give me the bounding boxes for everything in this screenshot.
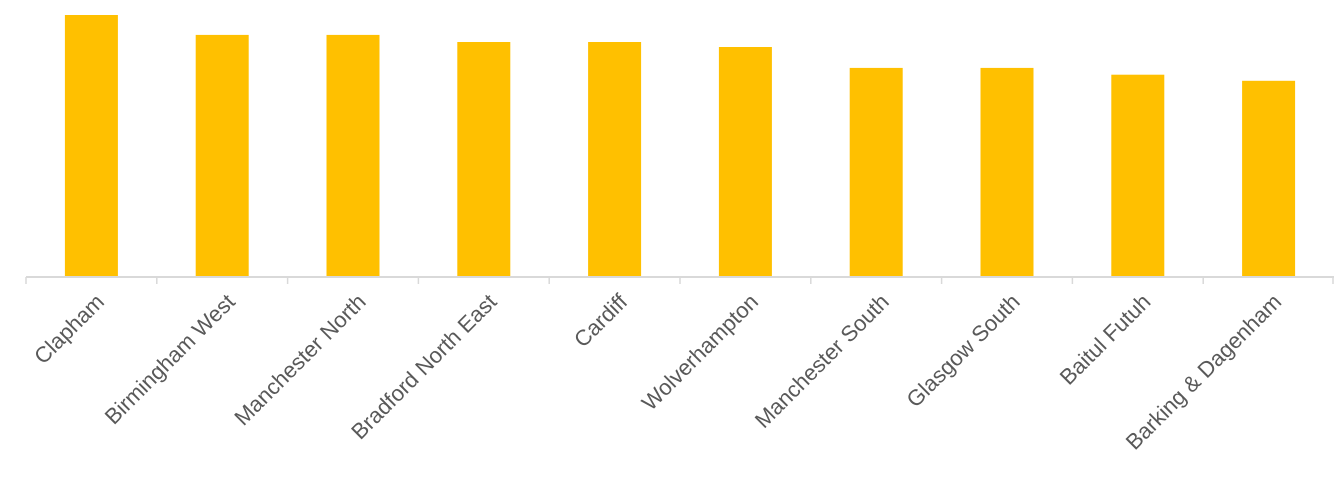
bar-0 — [64, 15, 118, 277]
x-tick-label-4: Cardiff — [569, 288, 633, 352]
bar-4 — [588, 42, 642, 277]
bar-3 — [457, 42, 511, 277]
bars-layer — [64, 15, 1296, 278]
bar-5 — [718, 47, 772, 277]
bar-1 — [195, 34, 249, 278]
bar-8 — [1111, 74, 1165, 277]
x-tick-label-6: Manchester South — [750, 289, 894, 433]
bar-6 — [849, 67, 903, 278]
bar-7 — [980, 67, 1034, 278]
x-tick-label-8: Baitul Futuh — [1055, 289, 1156, 390]
x-tick-label-3: Bradford North East — [346, 289, 501, 444]
bar-9 — [1242, 80, 1296, 277]
bar-2 — [326, 34, 380, 278]
x-tick-label-2: Manchester North — [229, 289, 370, 430]
x-tick-label-7: Glasgow South — [901, 289, 1024, 412]
x-tick-label-5: Wolverhampton — [637, 289, 763, 415]
x-tick-label-1: Birmingham West — [100, 289, 240, 429]
x-axis-ticks — [25, 277, 1334, 284]
x-tick-label-0: Clapham — [29, 289, 109, 369]
